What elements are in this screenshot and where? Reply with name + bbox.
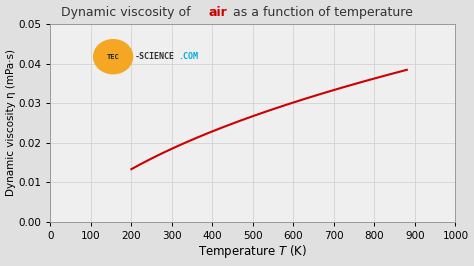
Text: as a function of temperature: as a function of temperature	[229, 6, 413, 19]
Text: air: air	[208, 6, 227, 19]
Text: Dynamic viscosity of: Dynamic viscosity of	[61, 6, 195, 19]
Text: .COM: .COM	[178, 52, 198, 61]
Text: -SCIENCE: -SCIENCE	[135, 52, 174, 61]
Ellipse shape	[94, 40, 133, 74]
Text: TEC: TEC	[107, 54, 119, 60]
X-axis label: Temperature $T$ (K): Temperature $T$ (K)	[198, 243, 308, 260]
Y-axis label: Dynamic viscosity η (mPa·s): Dynamic viscosity η (mPa·s)	[6, 49, 16, 196]
